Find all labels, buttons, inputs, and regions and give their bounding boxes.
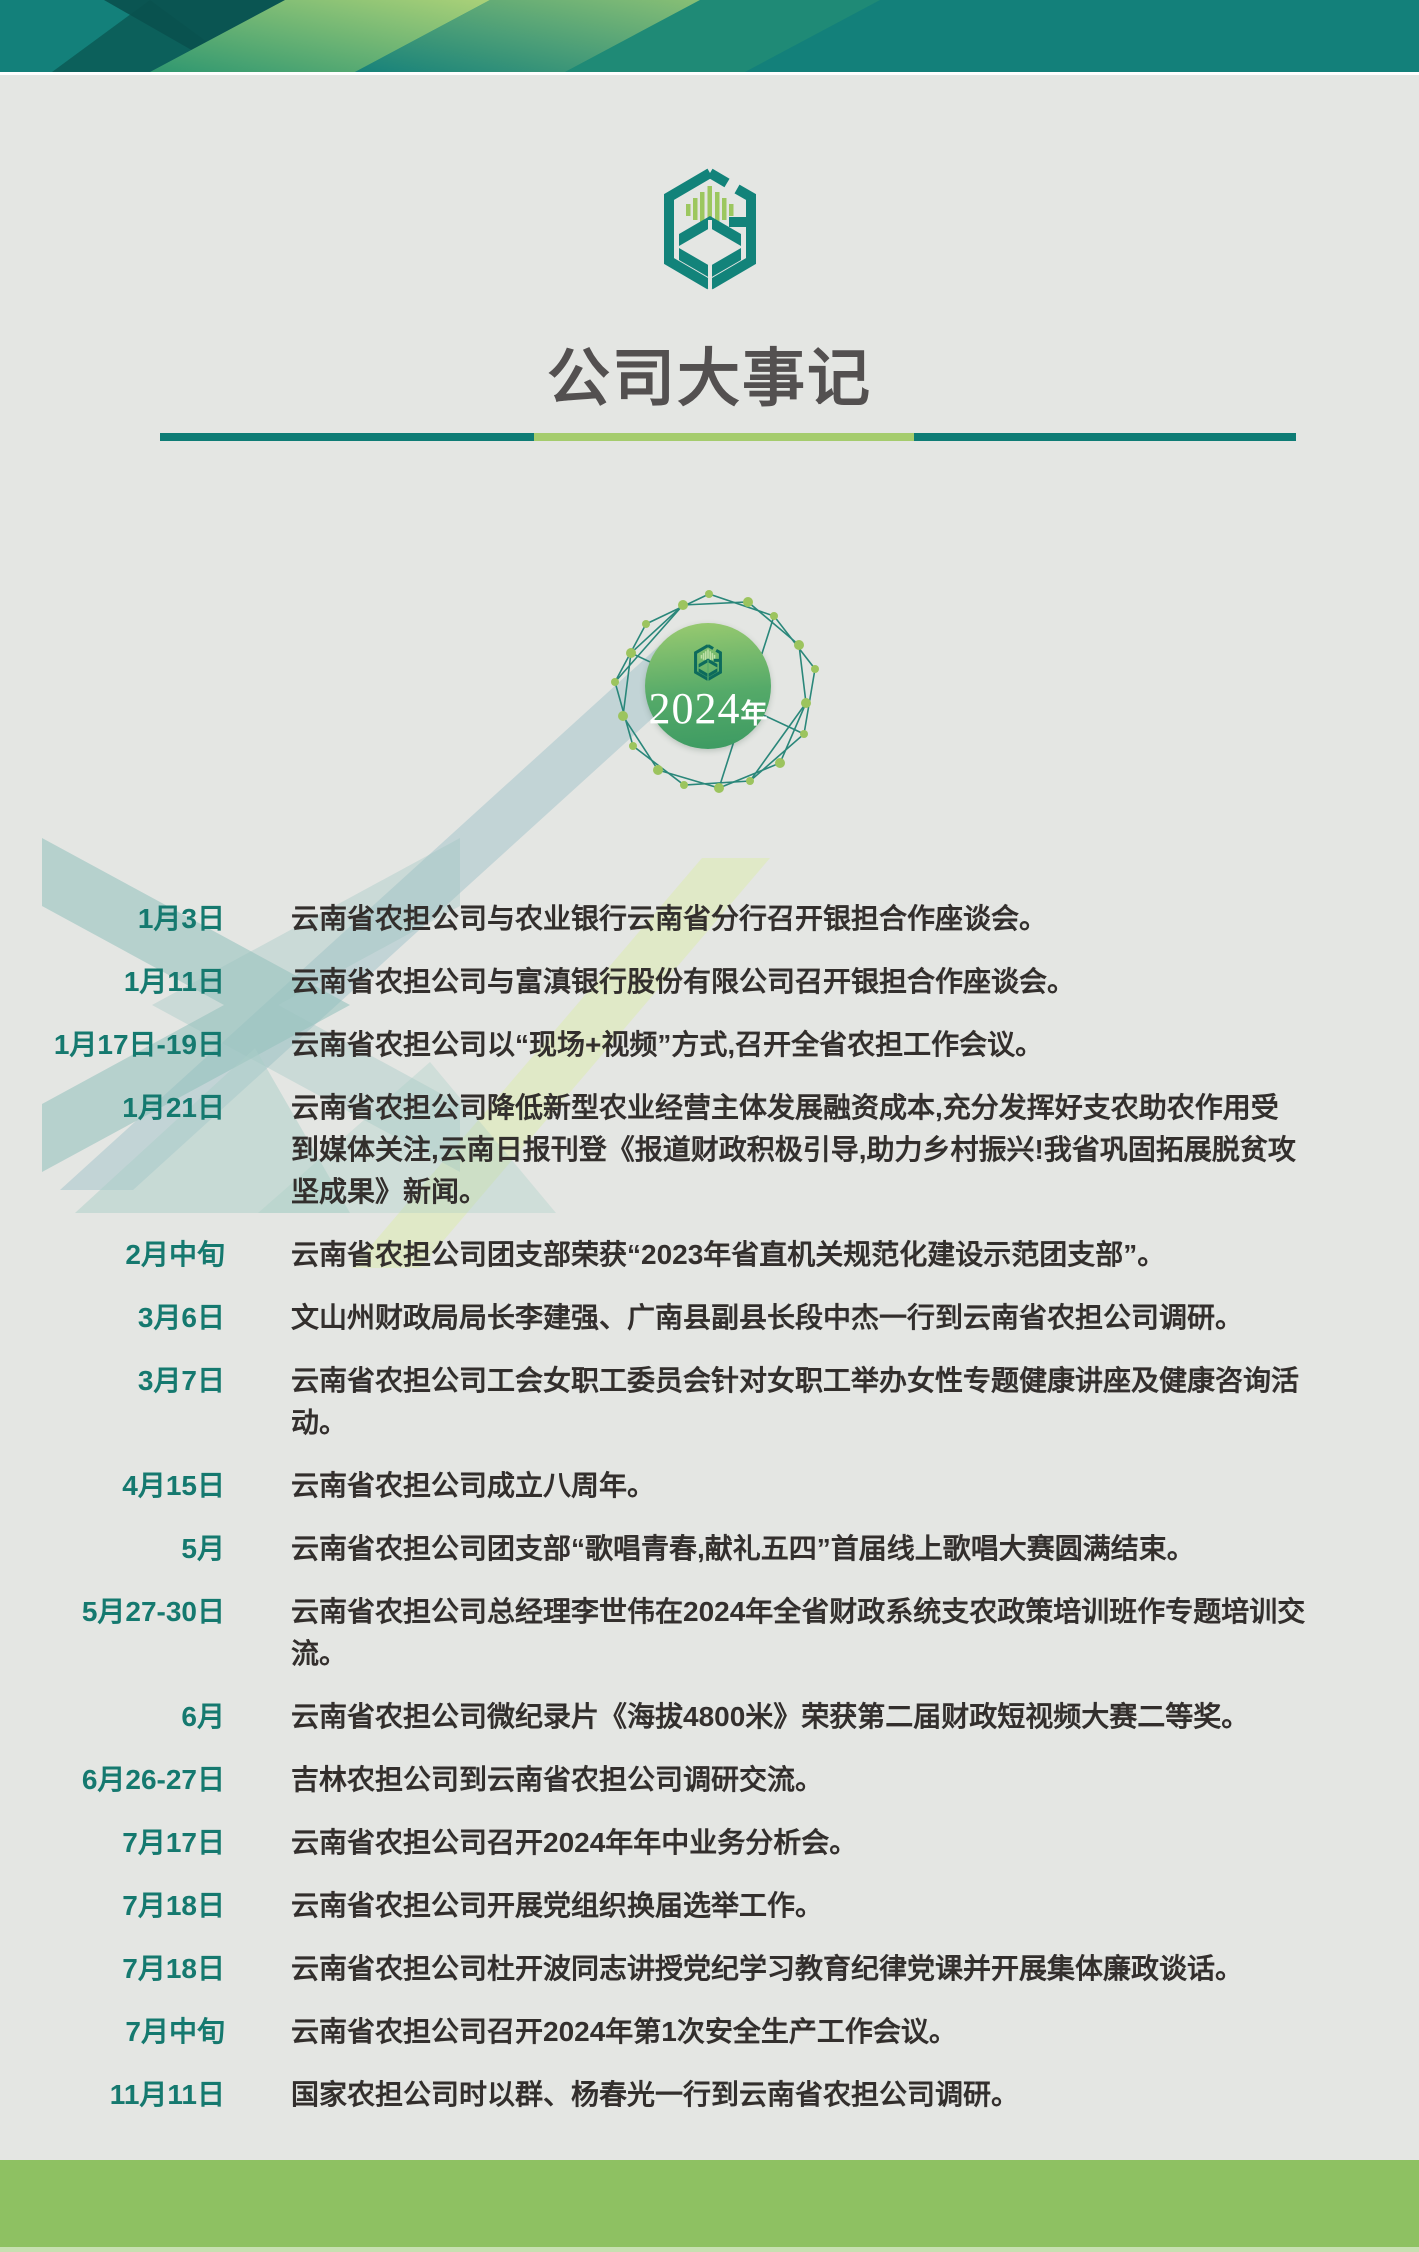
timeline-event-row: 5月 云南省农担公司团支部“歌唱青春,献礼五四”首届线上歌唱大赛圆满结束。 [0,1528,1419,1570]
timeline-event-row: 3月6日 文山州财政局局长李建强、广南县副县长段中杰一行到云南省农担公司调研。 [0,1297,1419,1339]
event-date: 6月 [181,1701,225,1732]
timeline-event-row: 1月17日-19日 云南省农担公司以“现场+视频”方式,召开全省农担工作会议。 [0,1024,1419,1066]
event-description: 国家农担公司时以群、杨春光一行到云南省农担公司调研。 [291,2079,1020,2110]
event-date: 5月 [181,1533,225,1564]
event-description: 云南省农担公司以“现场+视频”方式,召开全省农担工作会议。 [291,1029,1044,1060]
event-description: 云南省农担公司降低新型农业经营主体发展融资成本,充分发挥好支农助农作用受到媒体关… [291,1092,1296,1207]
event-date: 2月中旬 [125,1239,225,1270]
event-date: 1月21日 [122,1092,225,1123]
event-date: 1月17日-19日 [53,1029,225,1060]
timeline-event-row: 11月11日 国家农担公司时以群、杨春光一行到云南省农担公司调研。 [0,2074,1419,2116]
event-description: 云南省农担公司召开2024年年中业务分析会。 [291,1827,858,1858]
event-date: 6月26-27日 [81,1764,225,1795]
badge-year-number: 2024 [648,683,741,733]
divider-segment-teal-right [914,433,1296,441]
event-description: 云南省农担公司成立八周年。 [291,1470,656,1501]
event-description: 云南省农担公司召开2024年第1次安全生产工作会议。 [291,2016,957,2047]
divider-segment-green [534,433,914,441]
event-description: 云南省农担公司总经理李世伟在2024年全省财政系统支农政策培训班作专题培训交流。 [291,1596,1306,1669]
year-badge: 2024年 [645,623,771,749]
divider-segment-teal-left [160,433,534,441]
timeline: 1月3日 云南省农担公司与农业银行云南省分行召开银担合作座谈会。 1月11日 云… [0,898,1419,2137]
event-description: 云南省农担公司工会女职工委员会针对女职工举办女性专题健康讲座及健康咨询活动。 [291,1365,1300,1438]
page-title: 公司大事记 [547,344,872,414]
top-band-graphic [0,0,1419,72]
timeline-event-row: 7月中旬 云南省农担公司召开2024年第1次安全生产工作会议。 [0,2011,1419,2053]
timeline-event-row: 3月7日 云南省农担公司工会女职工委员会针对女职工举办女性专题健康讲座及健康咨询… [0,1360,1419,1444]
timeline-event-row: 7月17日 云南省农担公司召开2024年年中业务分析会。 [0,1822,1419,1864]
event-description: 云南省农担公司团支部荣获“2023年省直机关规范化建设示范团支部”。 [291,1239,1166,1270]
timeline-event-row: 1月11日 云南省农担公司与富滇银行股份有限公司召开银担合作座谈会。 [0,961,1419,1003]
event-date: 7月17日 [122,1827,225,1858]
event-date: 1月11日 [123,966,225,997]
badge-year-suffix: 年 [740,698,768,729]
timeline-event-row: 6月 云南省农担公司微纪录片《海拔4800米》荣获第二届财政短视频大赛二等奖。 [0,1696,1419,1738]
event-date: 3月7日 [137,1365,225,1396]
event-date: 5月27-30日 [81,1596,225,1627]
event-date: 7月18日 [122,1890,225,1921]
event-description: 云南省农担公司杜开波同志讲授党纪学习教育纪律党课并开展集体廉政谈话。 [291,1953,1244,1984]
timeline-event-row: 5月27-30日 云南省农担公司总经理李世伟在2024年全省财政系统支农政策培训… [0,1591,1419,1675]
timeline-event-row: 7月18日 云南省农担公司开展党组织换届选举工作。 [0,1885,1419,1927]
event-description: 云南省农担公司团支部“歌唱青春,献礼五四”首届线上歌唱大赛圆满结束。 [291,1533,1195,1564]
event-description: 云南省农担公司与农业银行云南省分行召开银担合作座谈会。 [291,903,1048,934]
event-date: 1月3日 [137,903,225,934]
event-description: 云南省农担公司与富滇银行股份有限公司召开银担合作座谈会。 [291,966,1076,997]
timeline-event-row: 7月18日 云南省农担公司杜开波同志讲授党纪学习教育纪律党课并开展集体廉政谈话。 [0,1948,1419,1990]
event-date: 3月6日 [137,1302,225,1333]
timeline-event-row: 1月3日 云南省农担公司与农业银行云南省分行召开银担合作座谈会。 [0,898,1419,940]
event-description: 吉林农担公司到云南省农担公司调研交流。 [291,1764,824,1795]
timeline-event-row: 1月21日 云南省农担公司降低新型农业经营主体发展融资成本,充分发挥好支农助农作… [0,1087,1419,1213]
event-date: 11月11日 [109,2079,225,2110]
event-description: 文山州财政局局长李建强、广南县副县长段中杰一行到云南省农担公司调研。 [291,1302,1244,1333]
event-date: 7月中旬 [125,2016,225,2047]
year-badge-area: 2024年 [578,556,838,816]
event-date: 4月15日 [122,1470,225,1501]
network-decoration [611,590,819,793]
event-description: 云南省农担公司微纪录片《海拔4800米》荣获第二届财政短视频大赛二等奖。 [291,1701,1250,1732]
timeline-event-row: 6月26-27日 吉林农担公司到云南省农担公司调研交流。 [0,1759,1419,1801]
top-decorative-band [0,0,1419,75]
event-description: 云南省农担公司开展党组织换届选举工作。 [291,1890,824,1921]
bottom-decorative-band [0,2160,1419,2252]
timeline-event-row: 2月中旬 云南省农担公司团支部荣获“2023年省直机关规范化建设示范团支部”。 [0,1234,1419,1276]
title-divider [0,433,1419,441]
badge-year-label: 2024年 [648,683,768,733]
badge-emblem-icon [694,643,722,681]
timeline-event-row: 4月15日 云南省农担公司成立八周年。 [0,1465,1419,1507]
event-date: 7月18日 [122,1953,225,1984]
company-logo-icon [655,168,765,290]
